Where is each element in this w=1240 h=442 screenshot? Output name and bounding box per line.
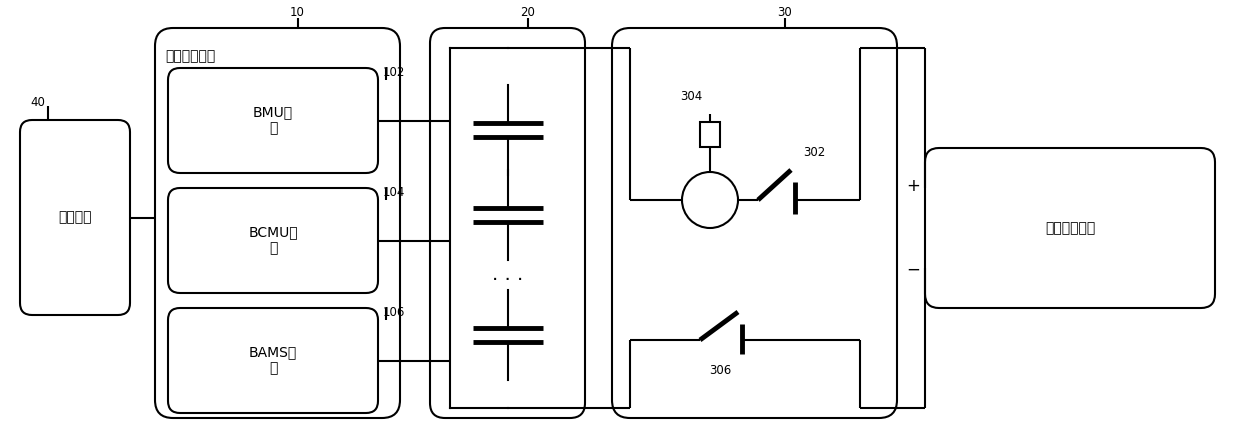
Text: 10: 10 xyxy=(290,7,305,19)
Text: 304: 304 xyxy=(680,91,702,103)
Text: 直流电源单元: 直流电源单元 xyxy=(1045,221,1095,235)
Text: 306: 306 xyxy=(709,363,732,377)
Text: BCMU模
块: BCMU模 块 xyxy=(248,225,298,255)
Bar xyxy=(701,122,720,147)
Text: 30: 30 xyxy=(777,7,792,19)
Text: 102: 102 xyxy=(383,66,405,80)
Text: 20: 20 xyxy=(520,7,534,19)
Text: +: + xyxy=(906,177,920,195)
Text: BMU模
块: BMU模 块 xyxy=(253,105,293,136)
Text: 104: 104 xyxy=(383,187,405,199)
Text: BAMS模
块: BAMS模 块 xyxy=(249,345,298,376)
Text: 电池管理系统: 电池管理系统 xyxy=(165,49,216,63)
Text: 监控平台: 监控平台 xyxy=(58,210,92,225)
Text: 40: 40 xyxy=(30,95,45,108)
Text: · · ·: · · · xyxy=(492,271,523,290)
Text: −: − xyxy=(906,261,920,279)
Text: 106: 106 xyxy=(383,306,405,320)
Text: 302: 302 xyxy=(804,145,826,159)
